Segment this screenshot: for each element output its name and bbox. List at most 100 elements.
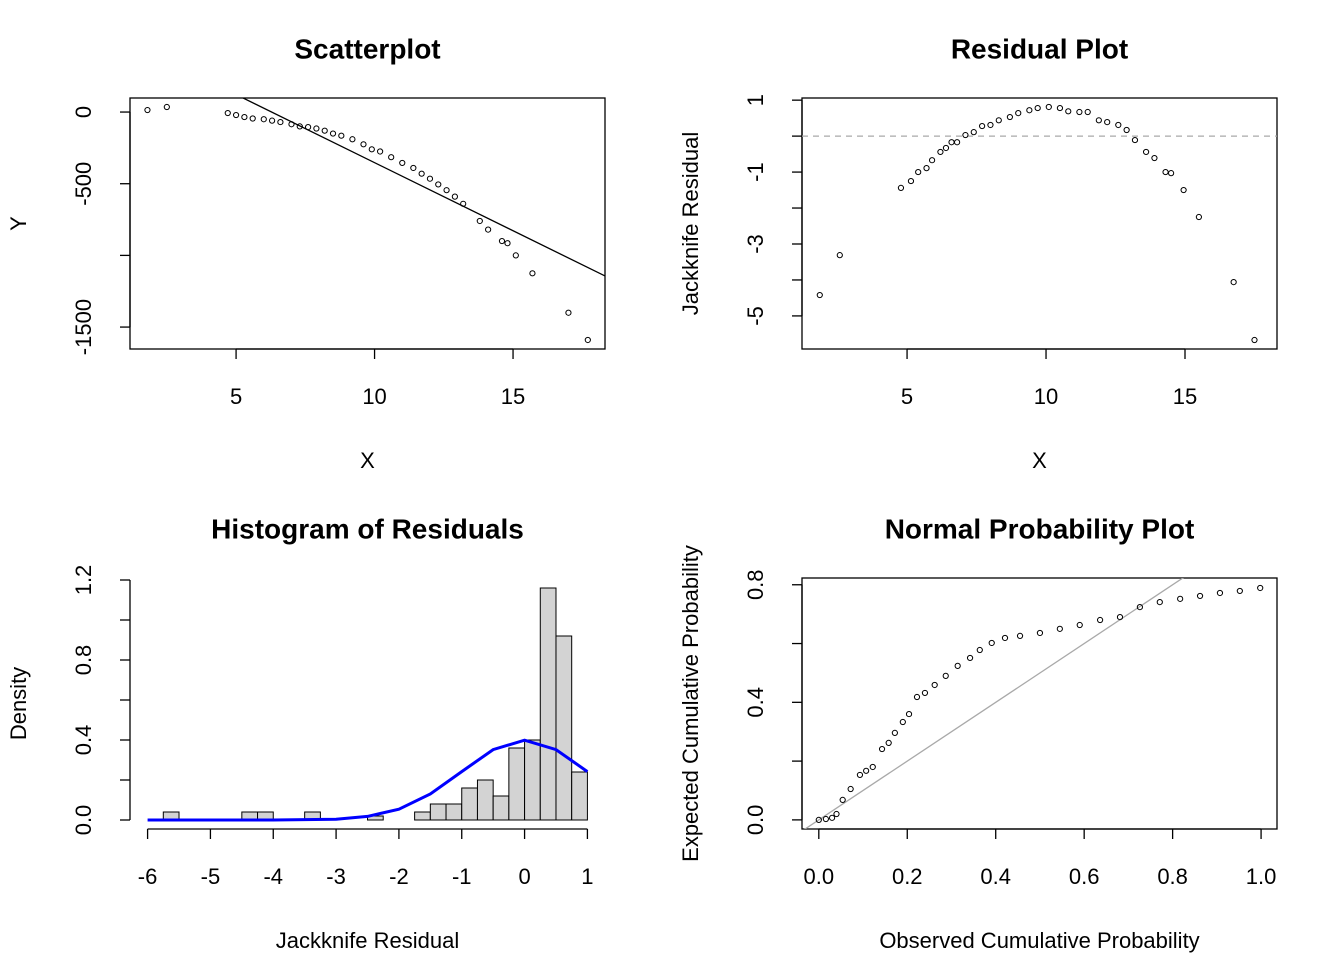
point — [426, 175, 434, 182]
point — [260, 116, 267, 123]
point — [1036, 629, 1044, 637]
point — [1056, 625, 1063, 632]
point — [329, 130, 337, 137]
point — [815, 816, 822, 823]
x-tick-label: 5 — [901, 384, 913, 409]
y-tick-label: -1500 — [71, 299, 96, 355]
point — [529, 270, 536, 277]
bar — [539, 587, 557, 821]
point — [979, 122, 986, 130]
point — [1131, 136, 1139, 144]
point — [451, 193, 458, 200]
y-tick-label: 0.4 — [71, 725, 96, 756]
point — [512, 252, 519, 259]
point — [1123, 126, 1130, 134]
bar — [445, 803, 463, 821]
point — [1156, 599, 1163, 606]
point — [1034, 104, 1041, 112]
point — [905, 710, 913, 718]
point — [839, 796, 846, 804]
panel-title: Scatterplot — [294, 33, 440, 64]
point — [966, 654, 974, 662]
point — [833, 810, 840, 818]
y-axis-label: Y — [6, 216, 31, 231]
point — [268, 117, 276, 124]
point — [1216, 589, 1224, 597]
point — [822, 815, 829, 823]
point — [948, 139, 955, 146]
point — [1136, 603, 1143, 611]
y-tick-label: -5 — [743, 306, 768, 326]
point — [338, 132, 345, 139]
fit-line — [241, 98, 605, 277]
point — [954, 662, 961, 669]
point — [485, 226, 492, 233]
x-tick-label: 0.4 — [980, 864, 1011, 889]
bar — [524, 739, 541, 821]
point — [1196, 592, 1204, 600]
point — [1257, 584, 1264, 592]
x-tick-label: 0 — [518, 864, 530, 889]
x-tick-label: 0.8 — [1157, 864, 1188, 889]
point — [388, 154, 395, 161]
point — [277, 118, 284, 126]
point — [1056, 104, 1064, 112]
point — [584, 336, 591, 344]
point — [399, 159, 406, 167]
point — [163, 103, 170, 111]
y-tick-label: 1.2 — [71, 565, 96, 596]
x-tick-label: 1 — [581, 864, 593, 889]
x-tick-label: -1 — [452, 864, 472, 889]
y-tick-label: -3 — [743, 234, 768, 254]
point — [418, 170, 425, 177]
point — [1236, 587, 1243, 595]
point — [953, 139, 961, 146]
point — [931, 681, 938, 689]
bar — [508, 747, 526, 821]
point — [856, 771, 864, 779]
point — [1195, 213, 1202, 221]
point — [476, 217, 483, 225]
point — [1065, 108, 1072, 115]
point — [1016, 632, 1024, 640]
point — [321, 127, 328, 134]
point — [907, 177, 915, 185]
point — [360, 141, 367, 148]
point — [1045, 103, 1052, 111]
panel-title: Normal Probability Plot — [885, 513, 1195, 544]
point — [1115, 121, 1122, 129]
point — [288, 121, 295, 128]
point — [1142, 148, 1150, 156]
point — [504, 240, 511, 247]
plot-box — [129, 97, 606, 350]
point — [313, 125, 320, 132]
panel-title: Residual Plot — [951, 33, 1128, 64]
x-axis-label: X — [360, 448, 375, 473]
panel: Residual Plot X Jackknife Residual 5 10 15 1 -1… — [678, 33, 1278, 473]
x-tick-label: -6 — [138, 864, 158, 889]
y-tick-label: 1 — [743, 94, 768, 106]
point — [987, 121, 994, 129]
point — [410, 164, 417, 172]
point — [928, 157, 936, 164]
point — [1180, 186, 1187, 194]
y-tick-label: 0.8 — [743, 569, 768, 600]
point — [878, 745, 886, 753]
y-axis-label: Jackknife Residual — [678, 132, 703, 315]
point — [296, 123, 303, 130]
point — [368, 146, 375, 153]
point — [1001, 634, 1009, 642]
x-tick-label: 15 — [501, 384, 525, 409]
point — [1006, 113, 1013, 121]
point — [443, 187, 450, 194]
point — [915, 168, 922, 176]
point — [249, 115, 256, 122]
y-tick-label: -1 — [743, 162, 768, 182]
bar — [429, 803, 447, 821]
point — [1151, 154, 1158, 162]
x-tick-label: -3 — [326, 864, 346, 889]
point — [921, 689, 929, 697]
x-tick-label: -2 — [389, 864, 409, 889]
point — [962, 131, 969, 139]
